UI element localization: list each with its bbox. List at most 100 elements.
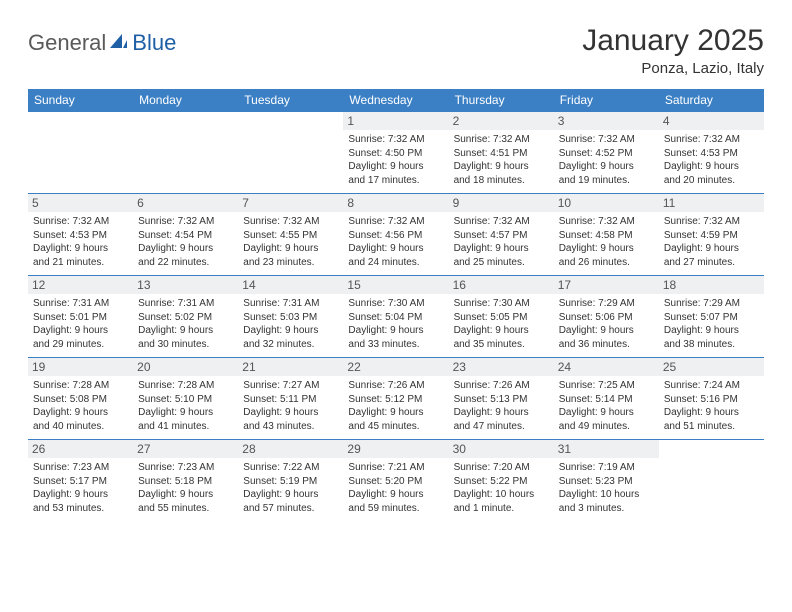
day-info-line: Sunset: 4:55 PM [243, 229, 338, 243]
day-info-line: Sunrise: 7:32 AM [454, 133, 549, 147]
day-info-line: and 25 minutes. [454, 256, 549, 270]
day-info-line: Sunrise: 7:28 AM [138, 379, 233, 393]
calendar-day-cell: 7Sunrise: 7:32 AMSunset: 4:55 PMDaylight… [238, 194, 343, 276]
day-info-line: Sunrise: 7:24 AM [664, 379, 759, 393]
day-info-line: Sunset: 5:11 PM [243, 393, 338, 407]
day-info-line: Sunrise: 7:25 AM [559, 379, 654, 393]
day-info-line: and 41 minutes. [138, 420, 233, 434]
day-info-line: Sunset: 5:14 PM [559, 393, 654, 407]
day-info-line: Daylight: 9 hours [454, 160, 549, 174]
calendar-day-cell [133, 112, 238, 194]
calendar-day-cell: 3Sunrise: 7:32 AMSunset: 4:52 PMDaylight… [554, 112, 659, 194]
day-info: Sunrise: 7:32 AMSunset: 4:52 PMDaylight:… [559, 133, 654, 187]
day-info-line: and 57 minutes. [243, 502, 338, 516]
calendar-day-cell [659, 440, 764, 522]
day-info-line: Daylight: 9 hours [138, 406, 233, 420]
day-info-line: Sunset: 5:01 PM [33, 311, 128, 325]
day-info-line: Sunset: 4:56 PM [348, 229, 443, 243]
day-info-line: Daylight: 9 hours [138, 242, 233, 256]
calendar-day-cell: 12Sunrise: 7:31 AMSunset: 5:01 PMDayligh… [28, 276, 133, 358]
day-info-line: Daylight: 9 hours [33, 242, 128, 256]
day-info: Sunrise: 7:32 AMSunset: 4:56 PMDaylight:… [348, 215, 443, 269]
day-info-line: and 45 minutes. [348, 420, 443, 434]
day-info-line: Sunrise: 7:32 AM [348, 215, 443, 229]
day-info-line: Sunset: 5:10 PM [138, 393, 233, 407]
calendar-day-cell: 30Sunrise: 7:20 AMSunset: 5:22 PMDayligh… [449, 440, 554, 522]
day-info-line: Sunrise: 7:32 AM [138, 215, 233, 229]
day-info: Sunrise: 7:32 AMSunset: 4:53 PMDaylight:… [664, 133, 759, 187]
day-number: 5 [28, 194, 133, 212]
weekday-header: Sunday [28, 89, 133, 112]
day-info-line: Sunrise: 7:32 AM [348, 133, 443, 147]
day-info-line: Sunrise: 7:31 AM [33, 297, 128, 311]
day-info: Sunrise: 7:29 AMSunset: 5:06 PMDaylight:… [559, 297, 654, 351]
weekday-header: Tuesday [238, 89, 343, 112]
day-info: Sunrise: 7:31 AMSunset: 5:01 PMDaylight:… [33, 297, 128, 351]
day-info-line: and 1 minute. [454, 502, 549, 516]
calendar-day-cell: 28Sunrise: 7:22 AMSunset: 5:19 PMDayligh… [238, 440, 343, 522]
day-number: 6 [133, 194, 238, 212]
day-info: Sunrise: 7:19 AMSunset: 5:23 PMDaylight:… [559, 461, 654, 515]
day-info: Sunrise: 7:24 AMSunset: 5:16 PMDaylight:… [664, 379, 759, 433]
calendar-day-cell: 6Sunrise: 7:32 AMSunset: 4:54 PMDaylight… [133, 194, 238, 276]
calendar-day-cell: 25Sunrise: 7:24 AMSunset: 5:16 PMDayligh… [659, 358, 764, 440]
calendar-day-cell: 26 Sunrise: 7:23 AMSunset: 5:17 PMDayligh… [28, 440, 133, 522]
day-number: 31 [554, 440, 659, 458]
calendar-week-row: 19Sunrise: 7:28 AMSunset: 5:08 PMDayligh… [28, 358, 764, 440]
location-label: Ponza, Lazio, Italy [582, 60, 764, 77]
day-info-line: Sunset: 5:05 PM [454, 311, 549, 325]
calendar-body: 1Sunrise: 7:32 AMSunset: 4:50 PMDaylight… [28, 112, 764, 522]
day-info-line: and 38 minutes. [664, 338, 759, 352]
day-info-line: and 3 minutes. [559, 502, 654, 516]
day-info-line: and 35 minutes. [454, 338, 549, 352]
day-info-line: Sunrise: 7:30 AM [348, 297, 443, 311]
day-info-line: Daylight: 9 hours [348, 488, 443, 502]
day-info-line: Daylight: 9 hours [348, 406, 443, 420]
day-info-line: Sunset: 4:57 PM [454, 229, 549, 243]
day-info-line: Daylight: 9 hours [243, 406, 338, 420]
calendar-day-cell: 2Sunrise: 7:32 AMSunset: 4:51 PMDaylight… [449, 112, 554, 194]
brand-part1: General [28, 30, 106, 56]
day-info: Sunrise: 7:30 AMSunset: 5:05 PMDaylight:… [454, 297, 549, 351]
day-info-line: Daylight: 9 hours [454, 324, 549, 338]
day-info-line: Sunset: 5:04 PM [348, 311, 443, 325]
calendar-day-cell: 23Sunrise: 7:26 AMSunset: 5:13 PMDayligh… [449, 358, 554, 440]
day-number: 2 [449, 112, 554, 130]
day-info: Sunrise: 7:23 AMSunset: 5:18 PMDaylight:… [138, 461, 233, 515]
day-number: 16 [449, 276, 554, 294]
day-info: Sunrise: 7:23 AMSunset: 5:17 PMDaylight:… [33, 461, 128, 515]
day-info: Sunrise: 7:22 AMSunset: 5:19 PMDaylight:… [243, 461, 338, 515]
day-info-line: and 27 minutes. [664, 256, 759, 270]
day-info: Sunrise: 7:26 AMSunset: 5:12 PMDaylight:… [348, 379, 443, 433]
day-info-line: Sunrise: 7:30 AM [454, 297, 549, 311]
weekday-header: Wednesday [343, 89, 448, 112]
day-number: 26 [28, 440, 133, 458]
brand-part2: Blue [132, 30, 176, 56]
day-info-line: Daylight: 9 hours [559, 160, 654, 174]
day-info-line: Daylight: 9 hours [559, 324, 654, 338]
day-number: 8 [343, 194, 448, 212]
day-info-line: and 19 minutes. [559, 174, 654, 188]
day-info-line: and 18 minutes. [454, 174, 549, 188]
day-info: Sunrise: 7:28 AMSunset: 5:10 PMDaylight:… [138, 379, 233, 433]
day-info-line: Sunset: 4:50 PM [348, 147, 443, 161]
day-info-line: Daylight: 9 hours [559, 242, 654, 256]
calendar-day-cell: 15Sunrise: 7:30 AMSunset: 5:04 PMDayligh… [343, 276, 448, 358]
day-info-line: Sunrise: 7:32 AM [243, 215, 338, 229]
day-info-line: Daylight: 9 hours [348, 324, 443, 338]
calendar-page: General Blue January 2025 Ponza, Lazio, … [0, 0, 792, 546]
day-info-line: Sunset: 5:17 PM [33, 475, 128, 489]
day-info-line: Daylight: 9 hours [454, 242, 549, 256]
day-info: Sunrise: 7:32 AMSunset: 4:50 PMDaylight:… [348, 133, 443, 187]
day-number: 11 [659, 194, 764, 212]
day-info-line: Daylight: 9 hours [559, 406, 654, 420]
day-info: Sunrise: 7:26 AMSunset: 5:13 PMDaylight:… [454, 379, 549, 433]
weekday-header: Thursday [449, 89, 554, 112]
day-info-line: and 49 minutes. [559, 420, 654, 434]
calendar-day-cell: 13Sunrise: 7:31 AMSunset: 5:02 PMDayligh… [133, 276, 238, 358]
calendar-day-cell: 14Sunrise: 7:31 AMSunset: 5:03 PMDayligh… [238, 276, 343, 358]
day-info: Sunrise: 7:21 AMSunset: 5:20 PMDaylight:… [348, 461, 443, 515]
day-info: Sunrise: 7:27 AMSunset: 5:11 PMDaylight:… [243, 379, 338, 433]
day-number: 20 [133, 358, 238, 376]
day-number: 22 [343, 358, 448, 376]
